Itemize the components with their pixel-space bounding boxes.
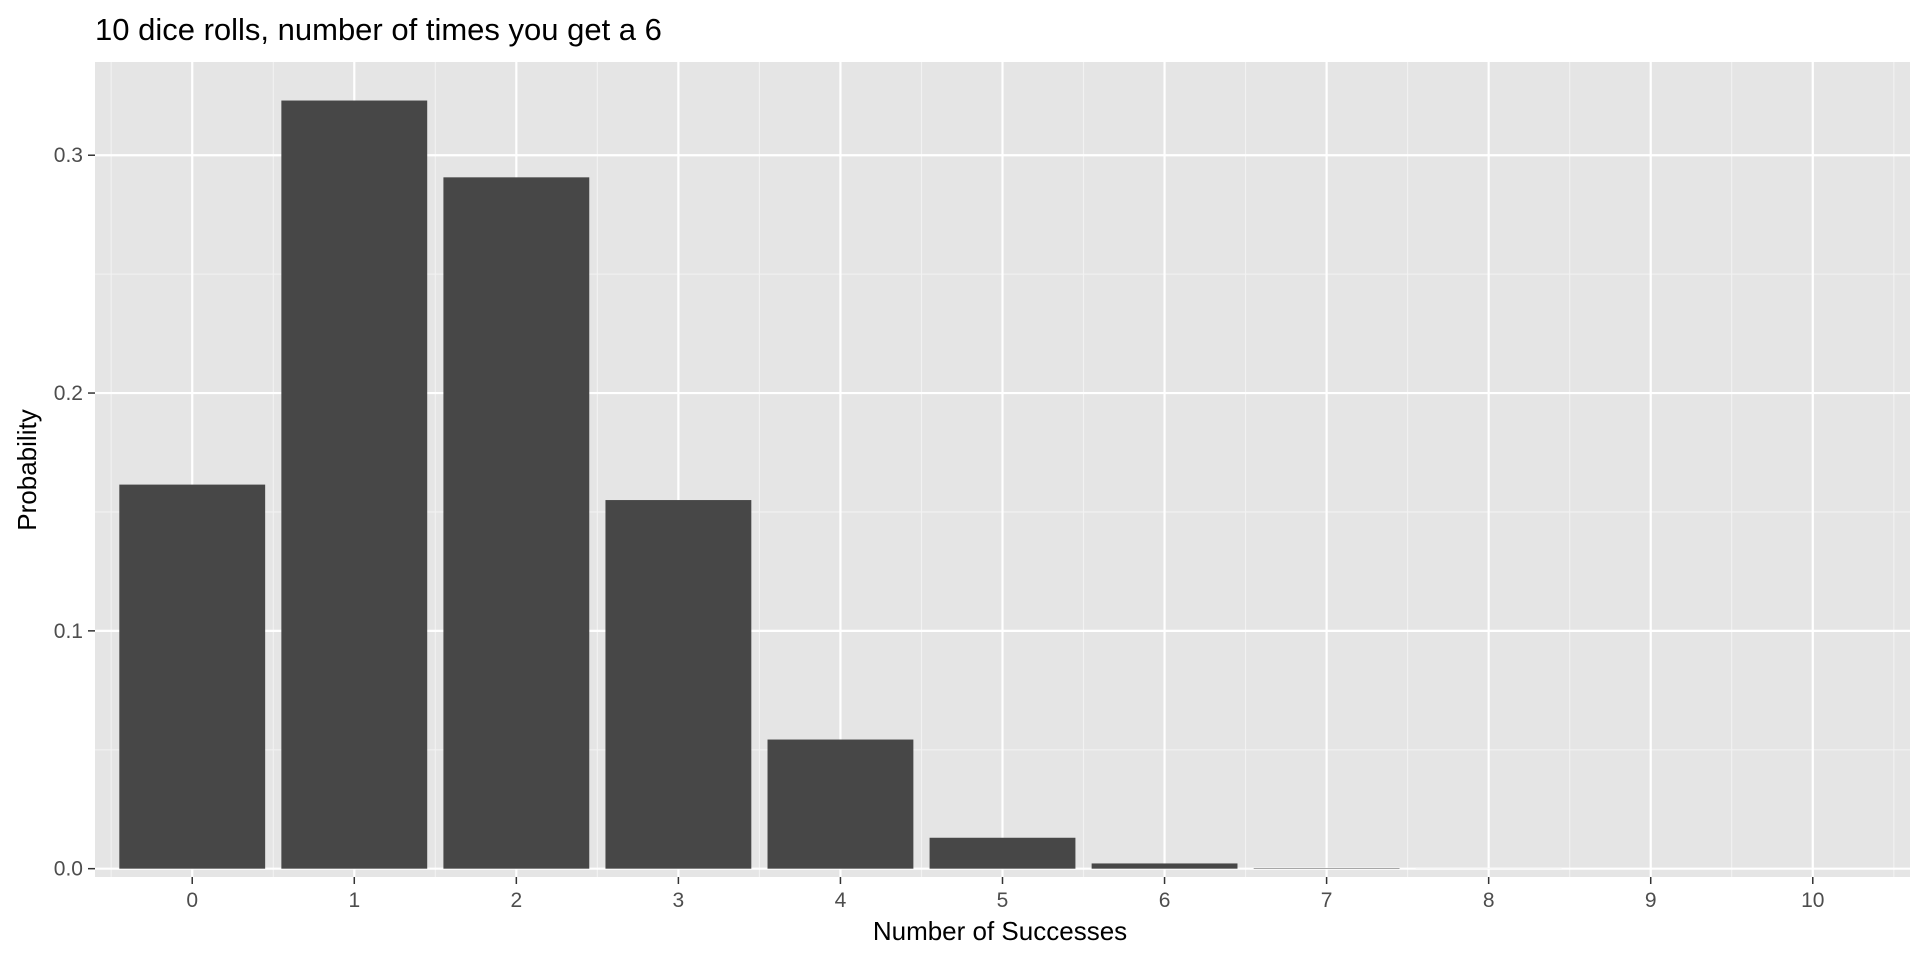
x-tick-label: 4 xyxy=(835,889,847,912)
x-tick-label: 5 xyxy=(997,889,1009,912)
x-tick-label: 8 xyxy=(1483,889,1495,912)
chart-title: 10 dice rolls, number of times you get a… xyxy=(95,12,662,47)
y-axis-title: Probability xyxy=(12,409,42,530)
bar-3 xyxy=(605,500,752,869)
y-tick-label: 0.0 xyxy=(54,858,83,881)
x-tick-label: 7 xyxy=(1321,889,1333,912)
x-tick-label: 1 xyxy=(348,889,360,912)
y-tick-label: 0.1 xyxy=(54,620,83,643)
y-tick-label: 0.3 xyxy=(54,144,83,167)
x-tick-label: 10 xyxy=(1801,889,1824,912)
bar-5 xyxy=(929,837,1076,869)
bar-6 xyxy=(1091,863,1238,869)
x-axis-title: Number of Successes xyxy=(873,916,1127,946)
bar-1 xyxy=(281,100,428,869)
y-tick-label: 0.2 xyxy=(54,382,83,405)
x-tick-label: 6 xyxy=(1159,889,1171,912)
y-axis: 0.0 0.1 0.2 0.3 xyxy=(54,144,95,881)
bars xyxy=(119,100,1886,869)
x-tick-label: 0 xyxy=(186,889,198,912)
bar-0 xyxy=(119,484,266,869)
bar-2 xyxy=(443,177,590,869)
bar-4 xyxy=(767,739,914,869)
x-tick-label: 3 xyxy=(673,889,685,912)
x-tick-label: 2 xyxy=(510,889,522,912)
x-axis: 0 1 2 3 4 5 6 7 8 9 10 xyxy=(186,877,1824,912)
x-tick-label: 9 xyxy=(1645,889,1657,912)
